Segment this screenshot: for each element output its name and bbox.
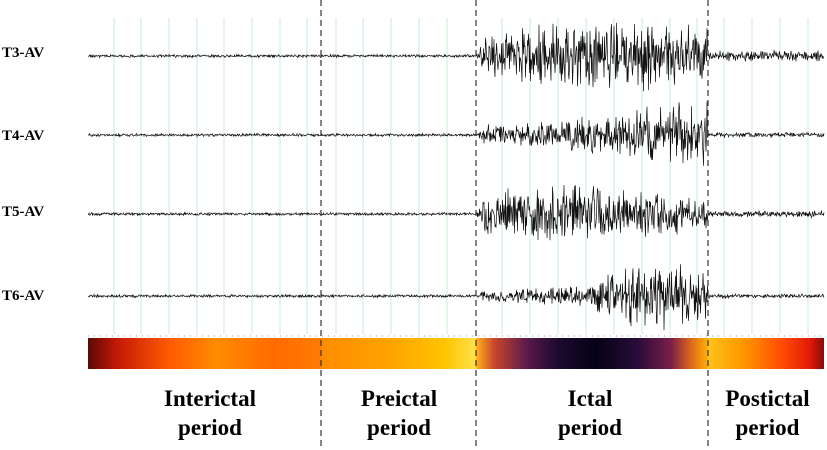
channel-label-t4: T4-AV — [2, 128, 45, 144]
period-postictal-line2: period — [735, 415, 800, 440]
period-ictal-line2: period — [558, 415, 622, 440]
eeg-trace-t4-av — [88, 101, 825, 166]
heat-bar-postictal — [708, 338, 824, 369]
period-postictal-line1: Postictal — [725, 386, 810, 411]
heat-bar-interictal — [88, 338, 321, 369]
time-gridlines — [113, 18, 809, 334]
period-ictal-line1: Ictal — [567, 386, 613, 411]
eeg-trace-t3-av — [87, 22, 825, 92]
period-label-preictal: Preictal period — [322, 384, 476, 442]
channel-label-t3: T3-AV — [2, 45, 45, 61]
period-label-interictal: Interictal period — [130, 384, 290, 442]
heat-bar-preictal — [321, 338, 476, 369]
period-preictal-line1: Preictal — [360, 386, 438, 411]
eeg-traces — [87, 22, 825, 331]
heat-bar-ictal — [476, 338, 708, 369]
period-label-ictal: Ictal period — [510, 384, 670, 442]
period-preictal-line2: period — [367, 415, 431, 440]
period-interictal-line1: Interictal — [164, 386, 256, 411]
eeg-trace-t5-av — [87, 184, 825, 241]
period-label-postictal: Postictal period — [708, 384, 827, 442]
channel-label-t5: T5-AV — [2, 204, 45, 220]
channel-label-t6: T6-AV — [2, 288, 45, 304]
heat-bar — [88, 338, 824, 369]
period-interictal-line2: period — [178, 415, 242, 440]
period-boundaries — [320, 0, 709, 450]
eeg-trace-t6-av — [87, 264, 825, 331]
